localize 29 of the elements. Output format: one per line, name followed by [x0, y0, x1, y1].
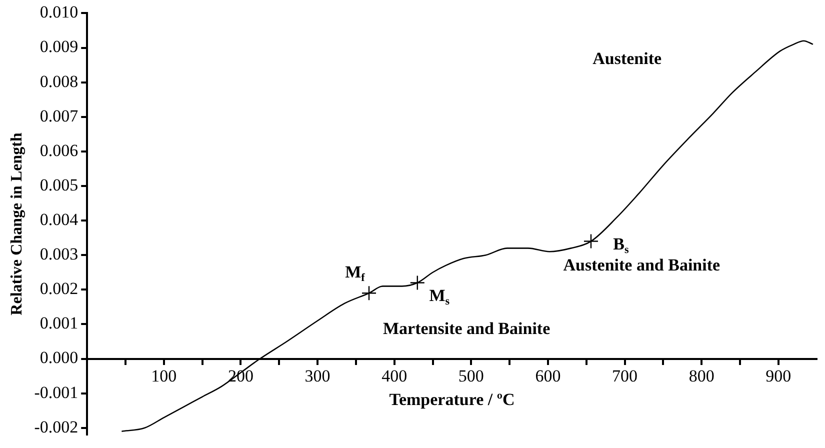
y-tick-label: 0.003 [40, 244, 78, 264]
x-tick-label: 100 [151, 366, 177, 386]
point [410, 275, 425, 290]
y-tick-label: 0.010 [40, 2, 78, 22]
y-tick-label: 0.005 [40, 175, 78, 194]
annotation: Austenite and Bainite [563, 256, 721, 275]
x-tick-label: 300 [304, 366, 330, 386]
point [361, 286, 377, 301]
y-tick-label: 0.001 [40, 314, 78, 333]
x-tick-label: 400 [382, 366, 408, 386]
annotation: Austenite [592, 48, 662, 68]
y-tick-label: 0.007 [40, 106, 79, 126]
x-tick-label: 500 [458, 366, 484, 386]
x-tick-label: 700 [612, 366, 638, 386]
y-tick-label: 0.004 [40, 210, 79, 230]
y-tick-label: 0.008 [40, 72, 78, 91]
x-tick-label: 800 [688, 366, 714, 386]
point [583, 234, 599, 249]
y-tick-label: 0.006 [40, 140, 78, 160]
y-axis-title: Relative Change in Length [8, 132, 26, 316]
x-tick-label: 900 [766, 366, 792, 386]
y-tick-label: -0.001 [34, 382, 78, 402]
y-tick-label: 0.000 [40, 348, 78, 368]
y-tick-label: 0.009 [40, 37, 78, 56]
y-tick-label: 0.002 [40, 279, 78, 298]
annotation: Martensite and Bainite [382, 318, 551, 338]
x-tick-label: 600 [535, 366, 561, 386]
x-axis-title: Temperature / ºC [389, 390, 515, 409]
y-tick-label: -0.002 [34, 417, 78, 436]
